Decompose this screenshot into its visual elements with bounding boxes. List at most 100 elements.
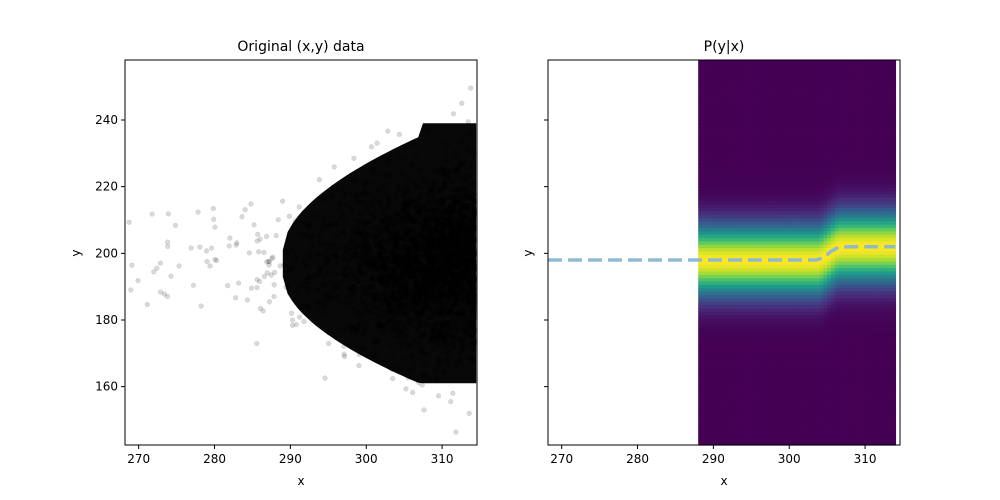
scatter-point <box>451 236 457 243</box>
scatter-point <box>426 278 432 284</box>
scatter-point <box>376 228 382 234</box>
scatter-point <box>364 303 370 310</box>
scatter-point <box>438 197 445 203</box>
scatter-point <box>344 201 350 208</box>
scatter-point <box>337 202 343 208</box>
scatter-point <box>408 367 414 373</box>
scatter-point <box>292 218 299 224</box>
scatter-point <box>465 317 472 323</box>
scatter-point <box>428 264 434 271</box>
scatter-point <box>448 235 454 241</box>
scatter-point <box>470 251 476 257</box>
scatter-point <box>315 301 321 307</box>
scatter-point <box>431 209 437 215</box>
scatter-point <box>296 204 302 210</box>
scatter-point <box>358 309 364 315</box>
scatter-point <box>395 235 401 242</box>
scatter-point <box>363 199 370 205</box>
scatter-point <box>385 158 392 165</box>
scatter-point <box>394 220 400 226</box>
scatter-point <box>197 244 203 250</box>
left-ylabel: y <box>69 249 83 256</box>
scatter-point <box>328 294 334 300</box>
scatter-point <box>469 280 475 286</box>
scatter-point <box>406 187 412 194</box>
scatter-point <box>423 288 429 294</box>
scatter-point <box>301 259 307 265</box>
scatter-point <box>437 207 443 214</box>
scatter-point <box>341 353 348 360</box>
scatter-point <box>414 238 420 245</box>
scatter-point <box>455 154 462 160</box>
scatter-point <box>442 292 448 298</box>
scatter-point <box>413 243 420 250</box>
scatter-point <box>389 274 396 280</box>
scatter-point <box>390 295 397 301</box>
scatter-point <box>301 318 307 325</box>
scatter-point <box>314 260 320 266</box>
scatter-point <box>440 251 446 257</box>
scatter-point <box>430 346 437 352</box>
scatter-point <box>438 198 444 205</box>
scatter-point <box>356 230 362 236</box>
heatmap-cell <box>755 60 760 64</box>
scatter-point <box>350 228 356 234</box>
right-heatmap <box>698 60 897 446</box>
scatter-point <box>239 214 245 220</box>
scatter-point <box>457 194 464 200</box>
scatter-point <box>421 177 428 184</box>
scatter-point <box>387 228 394 235</box>
scatter-point <box>367 285 373 291</box>
scatter-point <box>402 206 408 212</box>
scatter-point <box>335 233 341 239</box>
scatter-point <box>404 333 410 339</box>
scatter-point <box>461 236 468 243</box>
scatter-point <box>471 275 477 281</box>
scatter-point <box>428 234 435 240</box>
scatter-point <box>398 295 404 301</box>
scatter-point <box>442 286 448 293</box>
scatter-point <box>419 204 426 210</box>
scatter-point <box>411 162 417 168</box>
scatter-point <box>266 299 273 305</box>
scatter-point <box>355 342 362 349</box>
scatter-point <box>450 206 457 212</box>
scatter-point <box>382 320 389 327</box>
scatter-point <box>315 287 321 293</box>
scatter-point <box>341 343 347 349</box>
scatter-point <box>468 307 474 313</box>
scatter-point <box>363 319 369 326</box>
scatter-point <box>387 232 393 238</box>
scatter-point <box>368 265 374 272</box>
left-title: Original (x,y) data <box>237 39 364 55</box>
scatter-point <box>450 238 456 244</box>
scatter-point <box>417 324 423 330</box>
scatter-point <box>462 232 468 239</box>
scatter-point <box>421 173 428 180</box>
scatter-point <box>339 278 345 284</box>
scatter-point <box>277 263 283 269</box>
scatter-point <box>453 272 459 279</box>
scatter-point <box>356 271 362 277</box>
scatter-point <box>463 230 470 236</box>
scatter-point <box>379 242 385 248</box>
scatter-point <box>386 300 392 306</box>
scatter-point <box>279 198 286 204</box>
scatter-point <box>407 342 414 348</box>
y-tick-label: 200 <box>95 246 118 260</box>
scatter-point <box>365 283 371 289</box>
scatter-point <box>469 179 475 186</box>
scatter-point <box>286 268 292 274</box>
scatter-point <box>443 148 449 154</box>
scatter-point <box>394 333 400 340</box>
scatter-point <box>471 225 477 231</box>
scatter-point <box>402 279 409 286</box>
scatter-point <box>451 312 457 318</box>
scatter-point <box>408 196 414 202</box>
scatter-point <box>456 271 462 277</box>
scatter-point <box>357 267 363 273</box>
scatter-point <box>452 335 458 342</box>
scatter-point <box>332 242 339 248</box>
scatter-point <box>450 373 456 380</box>
scatter-point <box>302 277 308 283</box>
